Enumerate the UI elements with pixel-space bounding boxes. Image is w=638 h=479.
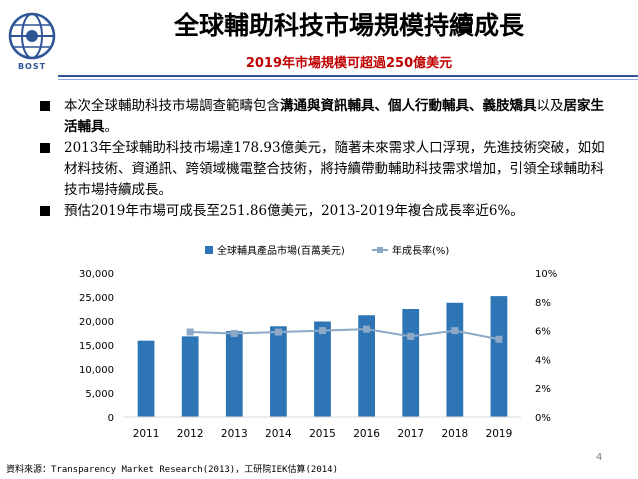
bullet-square-icon [40, 143, 50, 153]
x-tick-label: 2018 [441, 428, 468, 440]
bullet-text: 2013年全球輔助科技市場達178.93億美元，隨著未來需求人口浮現，先進技術突… [64, 140, 605, 198]
growth-point-2014 [274, 328, 282, 336]
bullet-text: 以及 [536, 98, 564, 114]
market-chart: 全球輔具產品市場(百萬美元) 年成長率(%) 0 5,000 10,000 15,000 2… [79, 244, 557, 440]
globe-icon [8, 12, 56, 60]
bullet-square-icon [40, 206, 50, 216]
bar-2016 [358, 315, 375, 417]
bullet-list: 本次全球輔助科技市場調查範疇包含溝通與資訊輔具、個人行動輔具、義肢矯具以及居家生… [40, 96, 610, 222]
logo-text: BOST [17, 62, 47, 71]
y-left-tick-label: 0 [108, 413, 114, 424]
bullet-text: 預估2019年市場可成長至251.86億美元，2013-2019年複合成長率近6… [64, 203, 524, 219]
y-left-tick-label: 10,000 [79, 365, 114, 376]
x-tick-label: 2011 [133, 428, 160, 440]
bar-2014 [270, 326, 287, 417]
bullet-highlight-text: 溝通與資訊輔具、個人行動輔具、義肢矯具 [280, 98, 537, 114]
page-title: 全球輔助科技市場規模持續成長 [173, 11, 524, 40]
bullet-text: 本次全球輔助科技市場調查範疇包含 [64, 98, 280, 114]
x-tick-label: 2012 [177, 428, 204, 440]
source-note: 資料來源：Transparency Market Research(2013)，… [6, 465, 338, 475]
y-right-tick-label: 0% [535, 413, 551, 424]
growth-point-2015 [319, 327, 326, 335]
bar-2019 [490, 296, 508, 417]
page-subtitle: 2019年市場規模可超過250億美元 [245, 56, 453, 71]
legend-bar-label: 全球輔具產品市場(百萬美元) [217, 244, 345, 257]
bar-2017 [402, 309, 420, 417]
growth-point-2019 [495, 335, 503, 343]
legend-bar-swatch [205, 246, 213, 254]
x-tick-label: 2014 [265, 428, 292, 440]
y-left-tick-label: 20,000 [79, 317, 114, 328]
x-tick-label: 2015 [309, 428, 336, 440]
growth-point-2013 [230, 329, 238, 337]
y-left-tick-label: 30,000 [79, 269, 114, 280]
y-left-tick-label: 25,000 [79, 293, 114, 304]
growth-point-2017 [407, 332, 415, 340]
bullet-square-icon [40, 101, 50, 111]
legend-line-label: 年成長率(%) [392, 244, 449, 257]
growth-point-2016 [363, 325, 371, 333]
y-right-tick-label: 10% [535, 269, 557, 280]
header-divider [58, 75, 638, 77]
legend-line-marker [377, 247, 383, 253]
bar-2013 [225, 331, 243, 417]
bullet-item: 預估2019年市場可成長至251.86億美元，2013-2019年複合成長率近6… [40, 201, 610, 222]
growth-point-2012 [186, 328, 194, 336]
page-number: 4 [596, 452, 603, 463]
bar-2018 [446, 302, 464, 417]
header-divider-thin [58, 79, 638, 80]
y-left-tick-label: 5,000 [85, 389, 114, 400]
y-left-tick-label: 15,000 [79, 341, 114, 352]
y-right-tick-label: 2% [535, 384, 551, 395]
y-right-tick-label: 4% [535, 355, 551, 366]
bullet-item: 2013年全球輔助科技市場達178.93億美元，隨著未來需求人口浮現，先進技術突… [40, 138, 610, 201]
bullet-item: 本次全球輔助科技市場調查範疇包含溝通與資訊輔具、個人行動輔具、義肢矯具以及居家生… [40, 96, 610, 138]
x-tick-label: 2013 [221, 428, 248, 440]
bar-2015 [314, 321, 331, 417]
x-tick-label: 2016 [353, 428, 380, 440]
y-right-tick-label: 8% [535, 298, 551, 309]
x-tick-label: 2017 [397, 428, 424, 440]
growth-point-2018 [451, 327, 459, 335]
bar-2011 [137, 340, 155, 417]
bar-2012 [181, 336, 199, 417]
growth-rate-line [190, 328, 500, 341]
x-tick-label: 2019 [486, 428, 513, 440]
y-right-tick-label: 6% [535, 327, 551, 338]
bost-logo [6, 8, 58, 72]
bullet-highlight-text: 居家生活輔具 [64, 98, 604, 135]
bullet-text: 。 [104, 119, 119, 135]
